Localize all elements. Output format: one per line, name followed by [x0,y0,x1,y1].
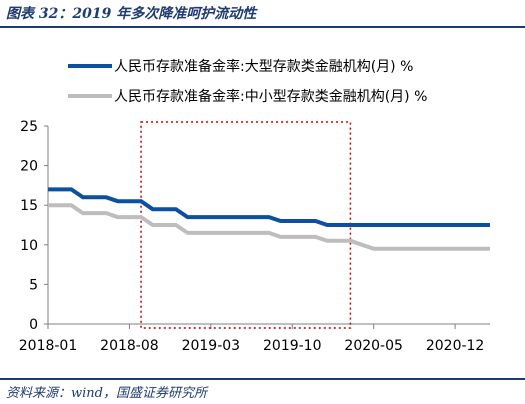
rrr-line-small-medium-institutions [48,203,490,251]
x-tick-label: 2019-03 [182,338,241,354]
y-tick-label: 10 [20,238,38,254]
x-tick-label: 2018-08 [100,338,159,354]
rrr-line-large-institutions [48,187,490,227]
x-tick-label: 2020-05 [344,338,403,354]
highlight-box [140,121,352,329]
x-tick-label: 2019-10 [263,338,322,354]
chart-legend: 人民币存款准备金率:大型存款类金融机构(月) % 人民币存款准备金率:中小型存款… [68,58,427,105]
highlight-rect [140,121,352,329]
y-tick-label: 25 [20,119,38,135]
legend-label-large: 人民币存款准备金率:大型存款类金融机构(月) % [114,58,413,75]
chart-axes: 0 5 10 15 20 25 2018-01 2018-08 2019-03 2019-10 20… [19,119,490,354]
y-tick-label: 20 [20,159,38,175]
x-tick-label: 2018-01 [19,338,78,354]
y-tick-label: 0 [29,317,38,333]
title-divider [0,26,525,28]
x-tick-label: 2020-12 [426,338,485,354]
y-tick-label: 5 [29,277,38,293]
chart-series [48,187,490,251]
source-divider [0,378,525,380]
legend-label-small: 人民币存款准备金率:中小型存款类金融机构(月) % [114,88,427,105]
figure-source: 资料来源：wind，国盛证券研究所 [6,386,207,401]
y-tick-label: 15 [20,198,38,214]
figure-title: 图表 32：2019 年多次降准呵护流动性 [6,6,257,22]
